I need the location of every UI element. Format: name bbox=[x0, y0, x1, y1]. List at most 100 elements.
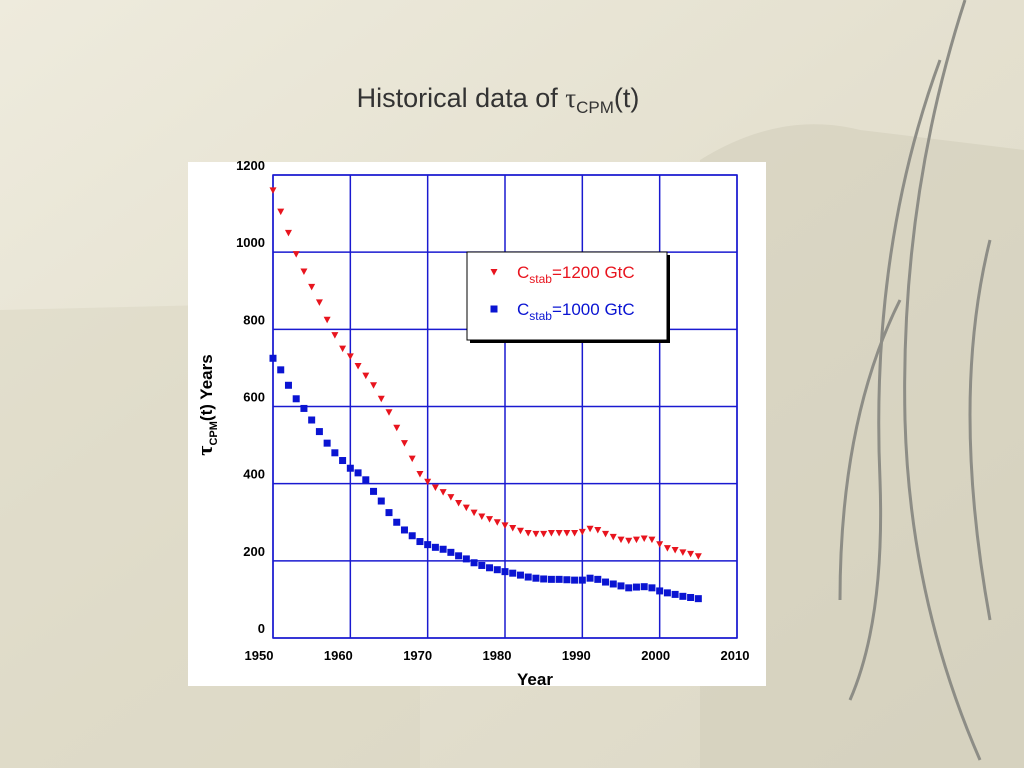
point bbox=[346, 464, 354, 472]
point bbox=[385, 509, 393, 517]
y-tick-label: 800 bbox=[243, 312, 265, 327]
point bbox=[323, 316, 331, 324]
point bbox=[354, 469, 362, 477]
point bbox=[346, 353, 354, 360]
point bbox=[671, 590, 679, 598]
point bbox=[594, 575, 602, 583]
point bbox=[501, 522, 509, 529]
point bbox=[679, 549, 687, 556]
point bbox=[648, 584, 656, 592]
point bbox=[339, 345, 347, 353]
point bbox=[354, 362, 362, 370]
point bbox=[632, 536, 640, 544]
point bbox=[416, 471, 424, 478]
texture bbox=[700, 124, 1024, 768]
point bbox=[694, 595, 702, 603]
y-tick-label: 200 bbox=[243, 544, 265, 559]
point bbox=[493, 519, 501, 526]
point bbox=[563, 576, 571, 584]
point bbox=[323, 439, 331, 447]
legend-box bbox=[466, 251, 668, 341]
point bbox=[362, 476, 370, 484]
point bbox=[547, 530, 555, 537]
point bbox=[400, 526, 408, 534]
point bbox=[377, 395, 385, 403]
point bbox=[563, 530, 571, 537]
legend-label-part: stab bbox=[529, 309, 552, 323]
point bbox=[370, 382, 378, 389]
point bbox=[408, 532, 416, 540]
point bbox=[540, 575, 548, 583]
y-tick-label: 400 bbox=[243, 467, 265, 482]
point bbox=[602, 578, 610, 586]
point bbox=[331, 449, 339, 457]
point bbox=[277, 366, 285, 374]
point bbox=[532, 530, 540, 538]
point bbox=[663, 589, 671, 597]
point bbox=[455, 499, 463, 507]
title-subscript: CPM bbox=[576, 98, 614, 117]
point bbox=[292, 395, 300, 403]
point bbox=[315, 428, 323, 436]
point bbox=[509, 525, 517, 532]
point bbox=[478, 561, 486, 569]
point bbox=[431, 543, 439, 551]
branches bbox=[838, 0, 992, 761]
title-text: (t) bbox=[614, 83, 639, 113]
point bbox=[625, 537, 633, 545]
point bbox=[470, 559, 478, 567]
point bbox=[277, 208, 285, 216]
point bbox=[362, 372, 370, 380]
point bbox=[594, 526, 602, 534]
x-tick-label: 1990 bbox=[562, 648, 591, 663]
y-label-symbol: τ bbox=[192, 446, 217, 456]
legend-label: Cstab=1000 GtC bbox=[517, 300, 635, 323]
legend-marker bbox=[490, 305, 498, 313]
point bbox=[447, 494, 455, 501]
point bbox=[640, 535, 648, 542]
point bbox=[555, 530, 563, 537]
point bbox=[640, 583, 648, 591]
point bbox=[663, 545, 671, 552]
point bbox=[547, 575, 555, 583]
legend-label-part: =1200 GtC bbox=[552, 263, 635, 282]
title-symbol: τ bbox=[565, 83, 576, 113]
y-tick-label: 600 bbox=[243, 390, 265, 405]
point bbox=[447, 548, 455, 556]
point bbox=[416, 538, 424, 546]
point bbox=[377, 497, 385, 505]
y-tick-label: 1000 bbox=[236, 235, 265, 250]
point bbox=[532, 574, 540, 582]
legend-marker bbox=[490, 269, 498, 276]
point bbox=[300, 268, 308, 275]
x-tick-label: 1970 bbox=[403, 648, 432, 663]
point bbox=[648, 536, 656, 544]
point bbox=[516, 527, 524, 535]
point bbox=[555, 575, 563, 583]
x-tick-label: 2000 bbox=[641, 648, 670, 663]
slide-title: Historical data of τCPM(t) bbox=[357, 83, 640, 117]
point bbox=[501, 568, 509, 576]
point bbox=[470, 509, 478, 517]
point bbox=[424, 541, 432, 549]
point bbox=[462, 504, 470, 512]
y-label-text: (t) Years bbox=[197, 354, 216, 421]
x-tick-label: 1960 bbox=[324, 648, 353, 663]
point bbox=[400, 440, 408, 447]
point bbox=[385, 409, 393, 416]
point bbox=[284, 381, 292, 389]
point bbox=[524, 573, 532, 581]
point bbox=[617, 536, 625, 544]
point bbox=[455, 552, 463, 560]
point bbox=[625, 584, 633, 592]
legend-label-part: C bbox=[517, 300, 529, 319]
point bbox=[370, 487, 378, 495]
point bbox=[300, 404, 308, 412]
legend-label: Cstab=1200 GtC bbox=[517, 263, 635, 286]
point bbox=[315, 299, 323, 306]
point bbox=[632, 583, 640, 591]
chart-panel bbox=[188, 162, 766, 686]
point bbox=[524, 530, 532, 537]
x-tick-label: 2010 bbox=[721, 648, 750, 663]
y-axis-label: τCPM(t) Years bbox=[192, 354, 220, 455]
